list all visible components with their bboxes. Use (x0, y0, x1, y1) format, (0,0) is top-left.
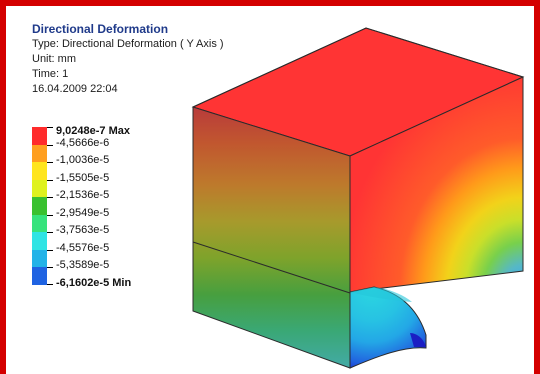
legend-tick (47, 162, 53, 163)
legend-label-8: -5,3589e-5 (56, 259, 110, 271)
legend-swatch-0 (32, 127, 47, 145)
legend-label-1: -4,5666e-6 (56, 136, 110, 149)
legend-label-5: -2,9549e-5 (56, 206, 110, 219)
result-unit: Unit: mm (32, 53, 76, 65)
edge-lines (192, 27, 524, 271)
legend-swatch-5 (32, 214, 47, 232)
legend-label-2: -1,0036e-5 (56, 154, 110, 166)
result-type: Type: Directional Deformation ( Y Axis ) (32, 38, 224, 50)
quarter-top-face (350, 287, 412, 302)
result-header: Directional Deformation Type: Directiona… (32, 22, 224, 97)
legend-tick (47, 232, 53, 233)
legend-label-3: -1,5505e-5 (56, 171, 110, 184)
legend-label-0: 9,0248e-7 Max (56, 125, 130, 137)
legend-label-7: -4,5576e-5 (56, 241, 110, 254)
legend-tick (47, 179, 53, 181)
legend-swatch-2 (32, 162, 47, 180)
legend-swatch-3 (32, 179, 47, 197)
front-split-line (192, 241, 351, 294)
legend-tick (47, 197, 53, 198)
legend-swatch-8 (32, 267, 47, 285)
legend-label-4: -2,1536e-5 (56, 189, 110, 201)
legend-tick (47, 214, 53, 216)
min-spot (410, 333, 426, 347)
legend-tick (47, 267, 53, 268)
result-title: Directional Deformation (32, 22, 169, 36)
legend-swatch-4 (32, 197, 47, 215)
legend-tick (47, 249, 53, 251)
legend-label-6: -3,7563e-5 (56, 224, 110, 236)
legend-label-9: -6,1602e-5 Min (56, 277, 132, 289)
legend-tick (47, 144, 53, 146)
legend-swatch-6 (32, 232, 47, 250)
legend-tick (47, 284, 53, 285)
legend-tick (47, 127, 53, 128)
deformation-model-view[interactable] (6, 6, 540, 374)
legend-swatch-1 (32, 144, 47, 162)
legend-swatch-7 (32, 249, 47, 267)
result-time: Time: 1 (32, 68, 69, 80)
result-datetime: 16.04.2009 22:04 (32, 83, 118, 95)
